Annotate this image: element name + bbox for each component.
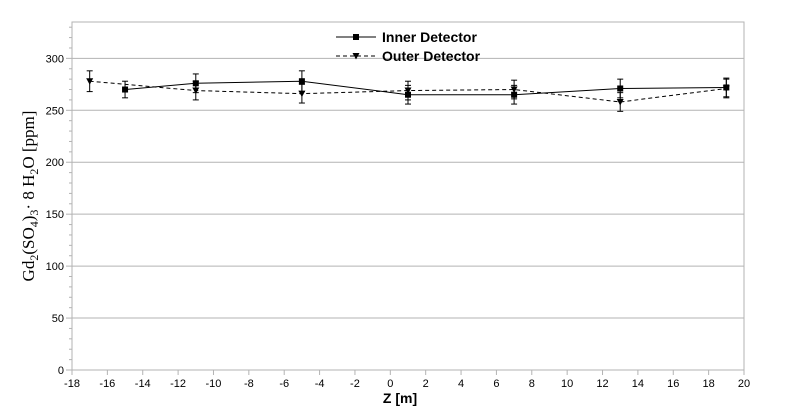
y-axis-title-sub: 2 [27,255,41,261]
y-tick-label: 300 [46,53,64,65]
x-tick-label: -12 [170,378,186,390]
y-axis-title-part: Gd [19,260,38,281]
legend-marker-inner [353,34,359,40]
y-axis-title-sub: 4 [27,221,41,227]
x-tick-label: -8 [244,378,254,390]
data-point [298,90,306,98]
x-tick-label: 20 [738,378,750,390]
data-point [404,87,412,95]
y-axis-title-part: · 8 H [19,175,38,210]
plot-frame [71,21,745,371]
x-tick-label: -16 [99,378,115,390]
legend-marker-outer [352,53,360,60]
x-tick-label: 18 [703,378,715,390]
x-tick-label: -4 [315,378,325,390]
y-axis-title-part: (SO [19,227,38,254]
y-axis-title: Gd2(SO4)3· 8 H2O [ppm] [19,111,41,282]
series-line [125,80,727,96]
x-tick-label: -14 [135,378,151,390]
x-tick-label: 2 [423,378,429,390]
x-tick-label: 6 [493,378,499,390]
series-layer [86,70,730,112]
series-outer [86,70,730,112]
y-axis-title-part: ) [19,216,38,222]
x-tick-label: -6 [279,378,289,390]
data-point [617,85,624,92]
data-point [722,85,730,92]
x-tick-label: 8 [529,378,535,390]
data-point [616,98,624,106]
data-point [510,86,518,94]
y-tick-label: 200 [46,157,64,169]
x-tick-label: -10 [206,378,222,390]
x-tick-label: -2 [350,378,360,390]
x-tick-label: 12 [596,378,608,390]
legend: Inner Detector Outer Detector [336,29,481,64]
y-tick-label: 50 [52,313,64,325]
series-inner [122,70,730,105]
y-axis-title-part: O [ppm] [19,111,38,169]
x-tick-label: 10 [561,378,573,390]
y-tick-label: 0 [58,365,64,377]
legend-label-outer: Outer Detector [382,48,481,64]
data-point [86,78,94,85]
x-axis-title: Z [m] [383,390,417,406]
y-tick-label: 100 [46,261,64,273]
x-tick-label: 16 [667,378,679,390]
data-point [298,78,305,85]
y-tick-label: 250 [46,105,64,117]
x-tick-label: 0 [387,378,393,390]
legend-item-outer: Outer Detector [336,48,481,64]
x-tick-label: 14 [632,378,644,390]
y-axis-title-sub: 3 [27,210,41,216]
y-tick-label: 150 [46,209,64,221]
y-axis-title-sub: 2 [27,169,41,175]
data-point [192,87,200,95]
data-point [122,86,129,93]
grid-layer [72,57,744,319]
x-tick-label: -18 [64,378,80,390]
legend-label-inner: Inner Detector [382,29,477,45]
legend-item-inner: Inner Detector [336,29,477,45]
x-tick-label: 4 [458,378,464,390]
